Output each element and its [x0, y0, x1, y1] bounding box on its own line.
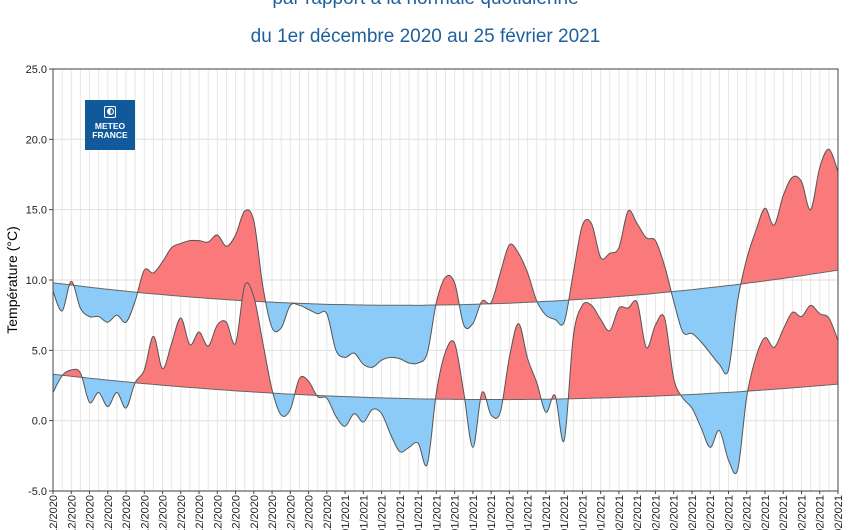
x-tick-label: 15/12/2020 — [176, 495, 188, 530]
x-tick-label: 13/02/2021 — [723, 495, 735, 530]
y-tick-label: 20.0 — [26, 134, 47, 146]
x-tick-label: 07/02/2021 — [669, 495, 681, 530]
x-tick-label: 17/02/2021 — [760, 495, 772, 530]
x-tick-label: 21/12/2020 — [231, 495, 243, 530]
y-tick-label: 25.0 — [26, 64, 47, 76]
x-tick-label: 23/02/2021 — [815, 495, 827, 530]
y-tick-label: 10.0 — [26, 275, 47, 287]
x-tick-label: 10/01/2021 — [413, 495, 425, 530]
x-tick-label: 03/02/2021 — [632, 495, 644, 530]
y-tick-label: 15.0 — [26, 205, 47, 217]
x-tick-label: 30/01/2021 — [596, 495, 608, 530]
tmin-above-normal-area — [53, 282, 838, 400]
x-tick-label: 23/12/2020 — [249, 495, 261, 530]
y-axis-label: Température (°C) — [4, 226, 20, 334]
x-tick-label: 29/12/2020 — [304, 495, 316, 530]
y-tick-label: 0.0 — [32, 416, 47, 428]
x-tick-label: 12/01/2021 — [431, 495, 443, 530]
y-tick-label: 5.0 — [32, 345, 47, 357]
y-tick-label: -5.0 — [28, 486, 47, 498]
x-tick-label: 08/01/2021 — [395, 495, 407, 530]
logo-mark-icon — [104, 106, 116, 118]
x-tick-label: 28/01/2021 — [577, 495, 589, 530]
x-tick-label: 27/12/2020 — [285, 495, 297, 530]
tmin-line — [52, 282, 839, 475]
x-tick-label: 04/01/2021 — [358, 495, 370, 530]
x-tick-label: 31/12/2020 — [322, 495, 334, 530]
x-tick-label: 01/02/2021 — [614, 495, 626, 530]
normal-tmax-line — [52, 269, 839, 306]
normal-tmin-line — [52, 373, 839, 401]
x-tick-label: 25/12/2020 — [267, 495, 279, 530]
x-tick-label: 13/12/2020 — [158, 495, 170, 530]
tmax-above-normal-area — [53, 149, 838, 306]
x-tick-label: 24/01/2021 — [541, 495, 553, 530]
x-tick-label: 21/02/2021 — [796, 495, 808, 530]
x-tick-label: 11/02/2021 — [705, 495, 717, 530]
x-tick-label: 22/01/2021 — [523, 495, 535, 530]
x-tick-label: 11/12/2020 — [139, 495, 151, 530]
x-tick-label: 06/01/2021 — [377, 495, 389, 530]
x-tick-label: 18/01/2021 — [486, 495, 498, 530]
x-tick-label: 15/02/2021 — [742, 495, 754, 530]
plot-frame — [52, 68, 839, 492]
meteo-france-logo: METEO FRANCE — [85, 100, 135, 150]
x-tick-label: 14/01/2021 — [450, 495, 462, 530]
x-tick-label: 07/12/2020 — [103, 495, 115, 530]
x-tick-label: 03/12/2020 — [66, 495, 78, 530]
chart-title-line2: du 1er décembre 2020 au 25 février 2021 — [250, 26, 601, 47]
x-tick-label: 19/02/2021 — [778, 495, 790, 530]
x-tick-label: 16/01/2021 — [468, 495, 480, 530]
chart-title-line1: par rapport à la normale quotidienne — [0, 0, 851, 10]
x-tick-label: 02/01/2021 — [340, 495, 352, 530]
x-tick-label: 20/01/2021 — [504, 495, 516, 530]
x-tick-label: 09/02/2021 — [687, 495, 699, 530]
x-tick-label: 01/12/2020 — [48, 495, 60, 530]
x-tick-label: 17/12/2020 — [194, 495, 206, 530]
x-tick-label: 05/12/2020 — [85, 495, 97, 530]
x-tick-label: 25/02/2021 — [833, 495, 845, 530]
x-tick-label: 05/02/2021 — [650, 495, 662, 530]
x-tick-label: 26/01/2021 — [559, 495, 571, 530]
tmax-line — [52, 148, 839, 375]
x-tick-label: 09/12/2020 — [121, 495, 133, 530]
x-tick-label: 19/12/2020 — [212, 495, 224, 530]
